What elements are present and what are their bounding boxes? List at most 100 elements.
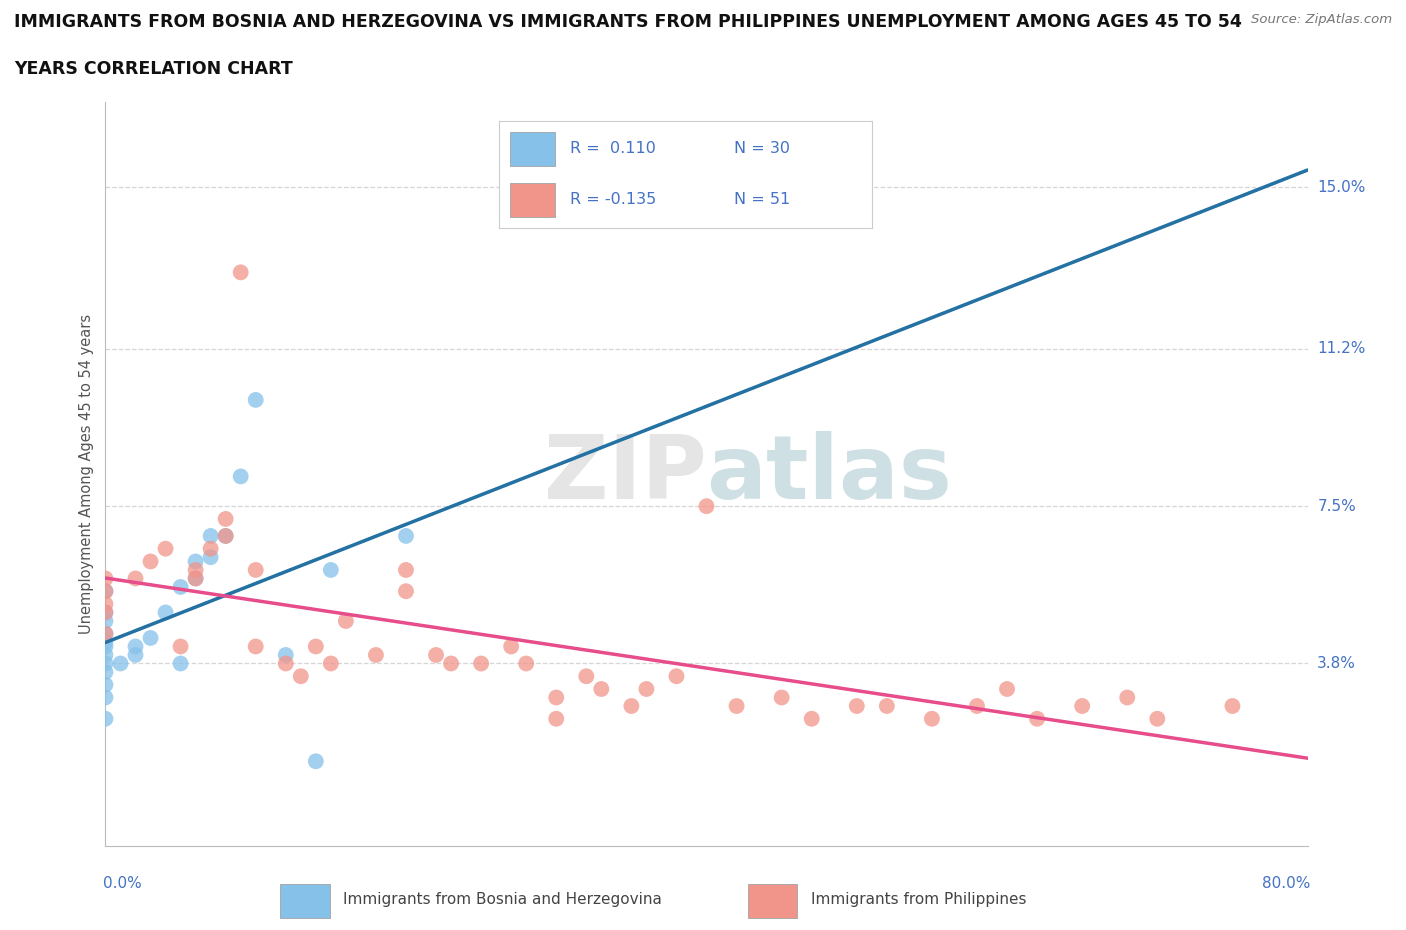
Text: atlas: atlas xyxy=(707,431,952,518)
Bar xyxy=(510,131,555,166)
Point xyxy=(319,563,342,578)
Text: R =  0.110: R = 0.110 xyxy=(569,140,655,155)
Point xyxy=(305,754,328,769)
Point xyxy=(1222,698,1244,713)
Point xyxy=(124,647,146,662)
Text: Source: ZipAtlas.com: Source: ZipAtlas.com xyxy=(1251,14,1392,26)
Point xyxy=(229,469,252,484)
Point xyxy=(184,563,207,578)
Text: Immigrants from Bosnia and Herzegovina: Immigrants from Bosnia and Herzegovina xyxy=(343,892,662,908)
Point xyxy=(94,605,117,620)
Point xyxy=(876,698,898,713)
Point xyxy=(995,682,1018,697)
Text: ZIP: ZIP xyxy=(544,431,707,518)
Text: 3.8%: 3.8% xyxy=(1317,656,1357,671)
Point xyxy=(94,626,117,641)
Point xyxy=(364,647,387,662)
Point xyxy=(725,698,748,713)
Point xyxy=(245,563,267,578)
Point xyxy=(1116,690,1139,705)
Point xyxy=(546,711,568,726)
Point xyxy=(1071,698,1094,713)
Point xyxy=(395,528,418,543)
Point xyxy=(110,656,132,671)
Text: 0.0%: 0.0% xyxy=(103,876,142,891)
Point xyxy=(425,647,447,662)
Point xyxy=(966,698,988,713)
Bar xyxy=(748,884,797,918)
Text: IMMIGRANTS FROM BOSNIA AND HERZEGOVINA VS IMMIGRANTS FROM PHILIPPINES UNEMPLOYME: IMMIGRANTS FROM BOSNIA AND HERZEGOVINA V… xyxy=(14,14,1241,32)
Point xyxy=(290,669,312,684)
Point xyxy=(94,690,117,705)
Point xyxy=(200,550,222,565)
Point xyxy=(184,571,207,586)
Bar xyxy=(280,884,329,918)
Point xyxy=(245,392,267,407)
Point xyxy=(1146,711,1168,726)
Point xyxy=(319,656,342,671)
Point xyxy=(139,554,162,569)
Point xyxy=(665,669,688,684)
Point xyxy=(501,639,523,654)
Point xyxy=(94,677,117,692)
Text: 15.0%: 15.0% xyxy=(1317,179,1365,194)
Point xyxy=(575,669,598,684)
Point xyxy=(94,656,117,671)
Point xyxy=(94,614,117,629)
Point xyxy=(245,639,267,654)
Point xyxy=(94,596,117,611)
Point xyxy=(335,614,357,629)
Text: N = 30: N = 30 xyxy=(734,140,790,155)
Point xyxy=(440,656,463,671)
Point xyxy=(845,698,868,713)
Point xyxy=(155,605,177,620)
Point xyxy=(591,682,613,697)
Point xyxy=(139,631,162,645)
Point xyxy=(184,554,207,569)
Point xyxy=(169,639,191,654)
Point xyxy=(305,639,328,654)
Bar xyxy=(510,183,555,218)
Point xyxy=(636,682,658,697)
Point xyxy=(94,665,117,680)
Text: N = 51: N = 51 xyxy=(734,192,790,207)
Point xyxy=(184,571,207,586)
Point xyxy=(274,647,297,662)
Point xyxy=(696,498,718,513)
Point xyxy=(921,711,943,726)
Point xyxy=(620,698,643,713)
Point xyxy=(94,605,117,620)
Point xyxy=(395,584,418,599)
Point xyxy=(395,563,418,578)
Text: 80.0%: 80.0% xyxy=(1261,876,1310,891)
Point xyxy=(94,584,117,599)
Text: 11.2%: 11.2% xyxy=(1317,341,1365,356)
Point xyxy=(800,711,823,726)
Point xyxy=(515,656,537,671)
Text: YEARS CORRELATION CHART: YEARS CORRELATION CHART xyxy=(14,60,292,77)
Point xyxy=(770,690,793,705)
Point xyxy=(200,541,222,556)
Text: Immigrants from Philippines: Immigrants from Philippines xyxy=(811,892,1026,908)
Point xyxy=(470,656,492,671)
Point xyxy=(546,690,568,705)
Point xyxy=(155,541,177,556)
Point xyxy=(229,265,252,280)
Point xyxy=(200,528,222,543)
Y-axis label: Unemployment Among Ages 45 to 54 years: Unemployment Among Ages 45 to 54 years xyxy=(79,314,94,634)
Point xyxy=(214,528,236,543)
Point xyxy=(94,571,117,586)
Point xyxy=(274,656,297,671)
Text: R = -0.135: R = -0.135 xyxy=(569,192,657,207)
Point xyxy=(214,528,236,543)
Point xyxy=(94,639,117,654)
Point xyxy=(94,635,117,650)
Point xyxy=(169,656,191,671)
Point xyxy=(169,579,191,594)
Point xyxy=(94,584,117,599)
Point xyxy=(94,711,117,726)
Point xyxy=(94,626,117,641)
Point xyxy=(94,647,117,662)
Point xyxy=(124,571,146,586)
Point xyxy=(124,639,146,654)
